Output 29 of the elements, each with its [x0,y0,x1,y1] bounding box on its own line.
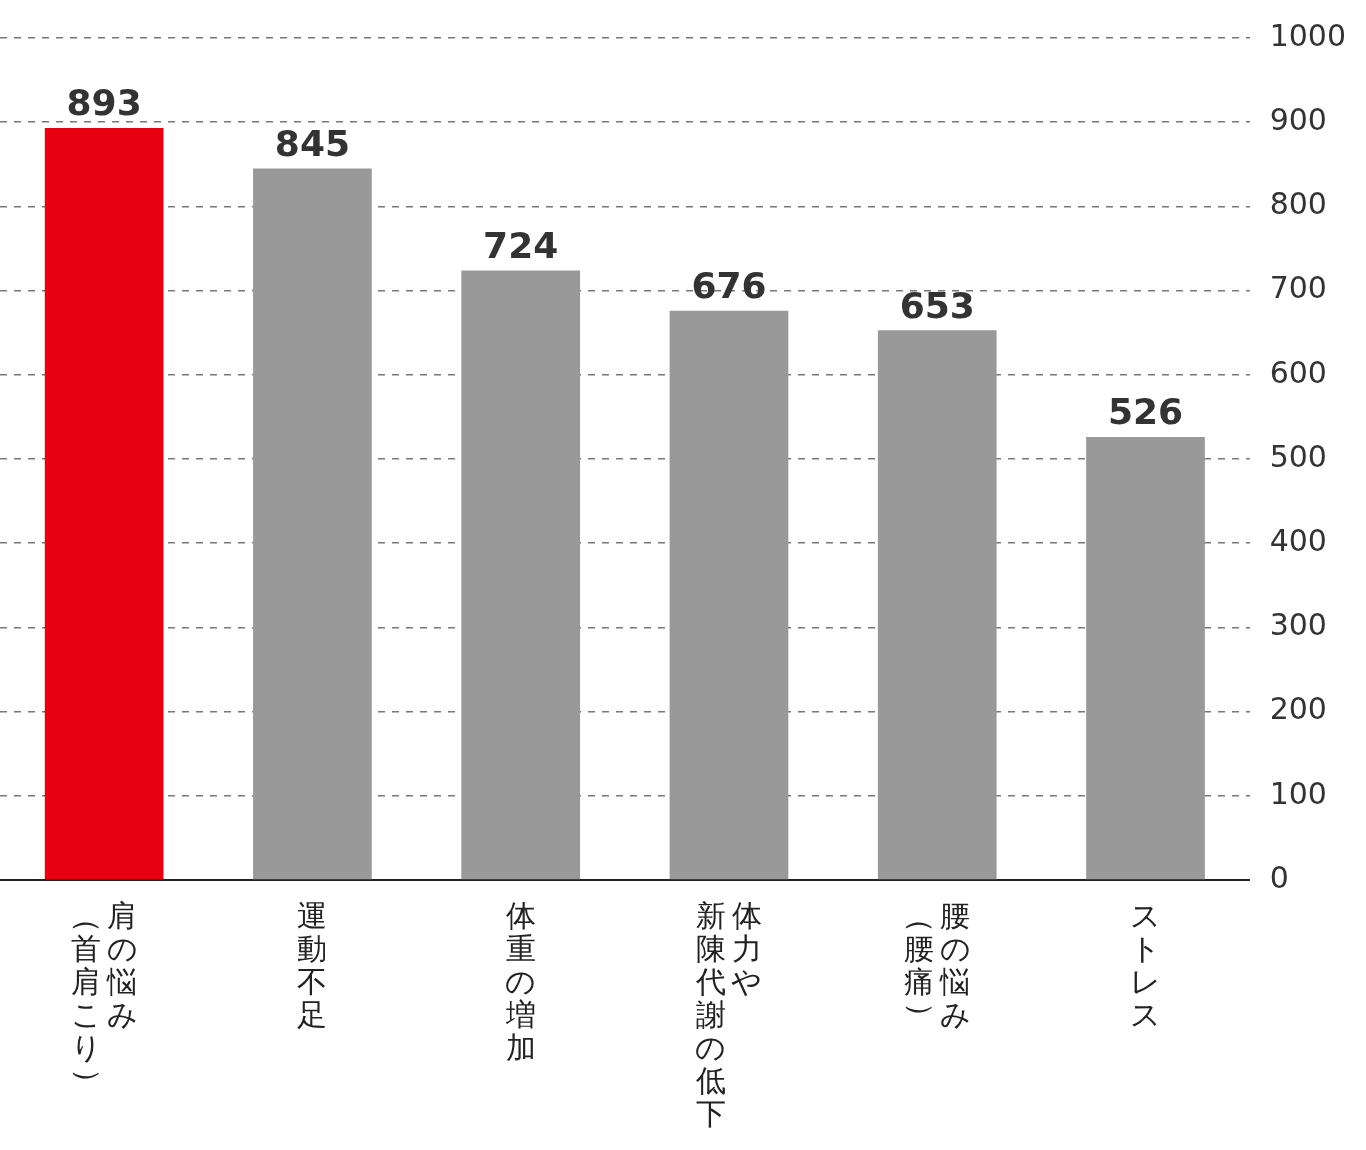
category-label: 肩の悩み（首肩こり） [70,897,138,1098]
y-tick-label: 400 [1269,523,1327,558]
data-label: 724 [483,224,559,266]
y-tick-label: 600 [1269,354,1327,390]
data-label: 526 [1107,391,1184,433]
bar [669,310,789,880]
category-label: 体力や新陳代謝の低下 [695,897,763,1131]
bar [1086,437,1205,880]
bar [253,168,372,880]
data-label: 845 [274,122,350,164]
data-label: 893 [66,82,142,124]
x-tick-label: 体重の増加 [504,897,537,1065]
y-tick-label: 100 [1269,775,1327,811]
y-tick-label: 800 [1269,186,1327,222]
y-tick-label: 900 [1269,102,1327,137]
data-label: 676 [691,265,767,307]
y-tick-label: 300 [1269,607,1327,643]
y-tick-label: 1000 [1269,17,1347,53]
y-tick-label: 500 [1269,438,1327,474]
y-tick-label: 700 [1269,270,1327,306]
x-tick-label: 運動不足 [297,897,328,1032]
y-tick-label: 200 [1269,691,1327,727]
y-tick-label: 0 [1269,859,1289,895]
bar [461,270,581,880]
bar [877,330,997,880]
bar [44,128,164,880]
category-label: 腰の悩み（腰痛） [904,897,971,1032]
x-tick-label: ストレス [1130,897,1162,1032]
data-label: 653 [899,284,975,326]
